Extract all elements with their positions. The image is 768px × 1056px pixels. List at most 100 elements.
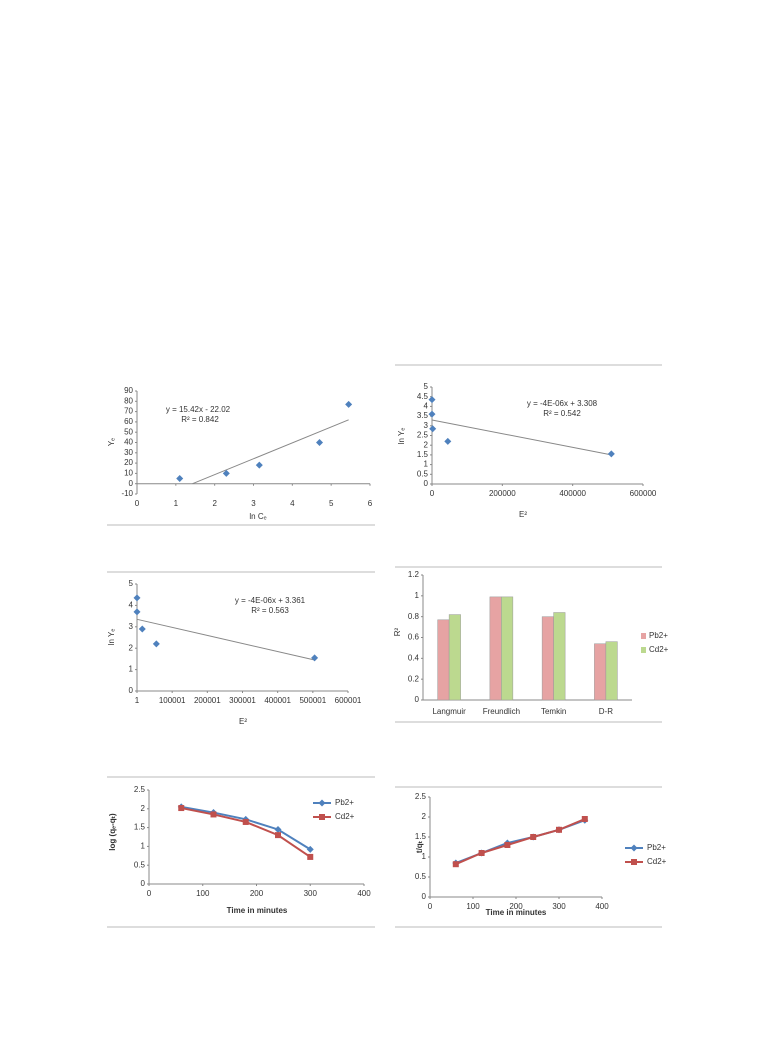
series-line [181,807,311,858]
marker [306,845,314,853]
y-axis-label: Yₑ [107,438,116,446]
y-tick-label: 0.4 [408,653,420,662]
y-tick-label: 1 [129,665,134,674]
y-tick-label: 3 [424,421,429,430]
x-axis-label: Time in minutes [227,906,288,915]
x-tick-label: 0 [135,499,140,508]
y-tick-label: 70 [124,407,133,416]
legend-label: Pb2+ [335,798,354,807]
legend-label: Pb2+ [649,631,668,640]
trendline [431,419,612,456]
marker [222,469,230,477]
marker [178,805,185,812]
y-tick-label: 10 [124,469,133,478]
marker [318,799,326,807]
x-tick-label: 400000 [559,489,586,498]
marker [307,853,314,860]
x-tick-label: Langmuir [432,707,466,716]
y-tick-label: 80 [124,396,133,405]
x-tick-label: 200 [509,902,523,911]
marker [631,859,637,865]
y-tick-label: 0 [141,879,146,888]
x-tick-label: 5 [329,499,334,508]
legend-label: Cd2+ [647,857,667,866]
y-tick-label: 0.5 [134,860,146,869]
annotation: y = 15.42x - 22.02 [166,405,231,414]
y-tick-label: 0 [415,695,420,704]
chart: 0 0.2 0.4 0.6 0.8 1 1.2 R² Langmuir Freundlich Tem… [393,566,669,723]
x-axis-label: E² [239,717,247,726]
marker [133,608,141,616]
marker [152,640,160,648]
x-axis-label: E² [519,510,527,519]
marker [176,475,184,483]
x-tick-label: 100 [196,889,210,898]
bar [448,614,461,701]
marker [138,625,146,633]
y-tick-label: 30 [124,448,133,457]
marker [444,437,452,445]
x-tick-label: 300 [552,902,566,911]
y-tick-label: 2 [422,812,427,821]
y-tick-label: 0.8 [408,612,420,621]
annotation: R² = 0.563 [251,606,289,615]
bar [541,616,554,701]
y-tick-label: 5 [129,579,134,588]
annotation: R² = 0.842 [181,415,219,424]
x-tick-label: 300 [304,889,318,898]
x-tick-label: 600001 [335,696,362,705]
legend-label: Cd2+ [335,812,355,821]
y-tick-label: 5 [424,382,429,391]
y-tick-label: 4 [129,601,134,610]
y-tick-label: 90 [124,386,133,395]
y-tick-label: 2.5 [134,785,146,794]
marker [133,594,141,602]
marker [319,814,325,820]
y-tick-label: 2.5 [415,792,427,801]
x-tick-label: 1 [135,696,140,705]
x-tick-label: 3 [251,499,256,508]
y-axis-label: R² [393,627,402,636]
annotation: y = -4E-06x + 3.308 [527,399,598,408]
trendline [192,419,349,485]
marker [428,410,436,418]
y-tick-label: -10 [121,489,133,498]
y-axis-label: ln Yₑ [397,428,406,445]
legend-label: Pb2+ [647,843,666,852]
x-axis-label: Time in minutes [486,908,547,917]
x-tick-label: D-R [599,707,613,716]
marker [242,818,249,825]
marker [311,654,319,662]
y-tick-label: 1 [424,460,429,469]
x-tick-label: 400 [357,889,371,898]
y-tick-label: 0 [422,892,427,901]
legend-swatch [641,633,646,639]
y-tick-label: 0 [129,686,134,695]
x-tick-label: 0 [430,489,435,498]
y-tick-label: 0.5 [417,469,429,478]
y-tick-label: 3 [129,622,134,631]
y-axis-label: log (qₑ-qₜ) [108,813,117,851]
x-tick-label: 2 [212,499,217,508]
y-tick-label: 50 [124,427,133,436]
y-axis-label: t/qₜ [415,840,424,853]
x-tick-label: 200000 [489,489,516,498]
marker [210,811,217,818]
marker [607,450,615,458]
y-tick-label: 1.2 [408,570,420,579]
marker [581,816,588,822]
x-tick-label: 300001 [229,696,256,705]
x-axis-label: ln Cₑ [249,512,266,521]
y-tick-label: 4 [424,402,429,411]
bar [594,643,607,701]
y-axis-label: ln Yₑ [107,629,116,646]
bar [437,619,450,701]
y-tick-label: 1.5 [415,832,427,841]
x-tick-label: 600000 [630,489,657,498]
chart: 0 0.5 1 1.5 2 2.5 0 100 200 300 400 Time in minutes… [395,786,667,928]
trendline [136,618,315,661]
bar [553,612,566,701]
x-tick-label: 400 [595,902,609,911]
